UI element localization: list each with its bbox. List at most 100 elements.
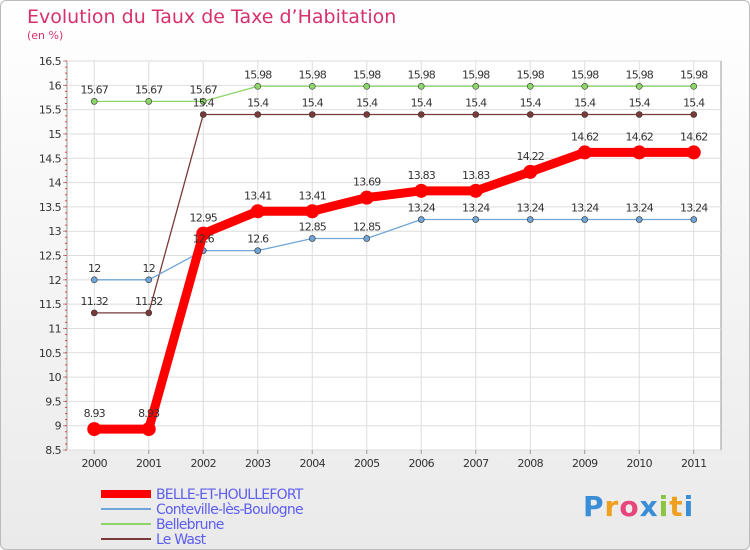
data-label: 8.93 bbox=[84, 407, 106, 420]
data-label: 13.41 bbox=[244, 189, 272, 202]
data-point bbox=[359, 190, 374, 205]
x-tick-label: 2001 bbox=[136, 457, 162, 470]
data-point bbox=[308, 235, 316, 242]
data-label: 13.41 bbox=[299, 189, 327, 202]
data-point bbox=[523, 164, 538, 179]
logo-letter: i bbox=[658, 490, 670, 523]
x-tick-label: 2000 bbox=[81, 457, 107, 470]
data-point bbox=[577, 145, 592, 160]
data-label: 14.62 bbox=[680, 130, 708, 143]
data-label: 15.4 bbox=[193, 96, 215, 109]
data-label: 15.4 bbox=[411, 96, 433, 109]
proxiti-logo: Proxiti bbox=[583, 490, 694, 523]
y-tick-label: 15 bbox=[48, 128, 61, 141]
y-tick-label: 15.5 bbox=[39, 104, 62, 117]
data-point bbox=[90, 98, 98, 105]
y-tick-label: 10 bbox=[48, 371, 61, 384]
data-label: 13.24 bbox=[571, 202, 599, 215]
y-axis-unit: (en %) bbox=[27, 29, 64, 42]
data-point bbox=[196, 226, 211, 241]
y-tick-label: 14 bbox=[48, 177, 61, 190]
data-label: 12.95 bbox=[190, 212, 218, 225]
data-label: 12.85 bbox=[353, 220, 381, 233]
data-point bbox=[632, 145, 647, 160]
data-label: 15.67 bbox=[81, 83, 109, 96]
data-label: 13.24 bbox=[626, 202, 654, 215]
data-label: 13.24 bbox=[408, 202, 436, 215]
data-label: 14.62 bbox=[626, 130, 654, 143]
data-point bbox=[363, 111, 371, 118]
data-label: 14.62 bbox=[571, 130, 599, 143]
logo-letter: P bbox=[583, 490, 605, 523]
y-tick-label: 9.5 bbox=[45, 395, 61, 408]
data-point bbox=[254, 111, 262, 118]
data-point bbox=[468, 183, 483, 198]
y-tick-label: 13.5 bbox=[39, 201, 62, 214]
data-label: 15.4 bbox=[520, 96, 542, 109]
logo-letter: t bbox=[669, 490, 684, 523]
data-label: 15.98 bbox=[571, 68, 599, 81]
data-point bbox=[581, 216, 589, 223]
data-label: 15.67 bbox=[190, 83, 218, 96]
data-point bbox=[308, 111, 316, 118]
data-label: 15.98 bbox=[353, 68, 381, 81]
legend-label-3: Le Wast bbox=[156, 532, 207, 548]
data-point bbox=[526, 216, 534, 223]
data-point bbox=[472, 111, 480, 118]
data-label: 13.83 bbox=[408, 169, 436, 182]
data-point bbox=[254, 82, 262, 90]
y-tick-label: 14.5 bbox=[39, 152, 62, 165]
data-point bbox=[690, 111, 698, 118]
data-label: 13.24 bbox=[517, 202, 545, 215]
data-label: 15.67 bbox=[135, 83, 163, 96]
series-line-3 bbox=[94, 113, 694, 314]
x-tick-label: 2004 bbox=[299, 457, 325, 470]
data-point bbox=[417, 216, 425, 223]
data-point bbox=[90, 309, 98, 317]
series-line-2 bbox=[94, 85, 694, 103]
data-point bbox=[526, 82, 534, 90]
x-tick-label: 2005 bbox=[354, 457, 380, 470]
x-tick-label: 2008 bbox=[517, 457, 543, 470]
y-tick-label: 9 bbox=[55, 420, 62, 433]
data-point bbox=[526, 111, 534, 118]
x-tick-label: 2003 bbox=[245, 457, 271, 470]
data-point bbox=[417, 82, 425, 90]
data-point bbox=[414, 183, 429, 198]
data-point bbox=[581, 111, 589, 118]
data-point bbox=[635, 111, 643, 118]
data-label: 13.24 bbox=[680, 202, 708, 215]
series-line-0 bbox=[94, 147, 694, 434]
data-label: 12.85 bbox=[299, 220, 327, 233]
data-label: 12.6 bbox=[193, 233, 215, 246]
data-label: 15.4 bbox=[356, 96, 378, 109]
x-tick-label: 2009 bbox=[572, 457, 598, 470]
y-tick-label: 10.5 bbox=[39, 347, 62, 360]
x-tick-label: 2002 bbox=[190, 457, 216, 470]
data-point bbox=[690, 82, 698, 90]
data-label: 15.4 bbox=[302, 96, 324, 109]
legend-label-0: BELLE-ET-HOULLEFORT bbox=[156, 487, 304, 503]
data-label: 15.98 bbox=[517, 68, 545, 81]
y-tick-label: 12.5 bbox=[39, 250, 62, 263]
data-label: 12.6 bbox=[247, 233, 269, 246]
data-point bbox=[199, 98, 207, 105]
x-tick-label: 2007 bbox=[463, 457, 489, 470]
data-label: 15.98 bbox=[408, 68, 436, 81]
data-label: 11.32 bbox=[81, 295, 109, 308]
data-point bbox=[581, 82, 589, 90]
logo-letter: o bbox=[619, 490, 640, 523]
data-point bbox=[308, 82, 316, 90]
data-label: 15.98 bbox=[462, 68, 490, 81]
data-point bbox=[363, 235, 371, 242]
data-label: 15.4 bbox=[247, 96, 269, 109]
data-point bbox=[635, 82, 643, 90]
data-label: 14.22 bbox=[517, 150, 545, 163]
y-tick-label: 12 bbox=[48, 274, 61, 287]
data-point bbox=[363, 82, 371, 90]
y-tick-label: 11.5 bbox=[39, 298, 62, 311]
y-tick-label: 8.5 bbox=[45, 444, 61, 457]
y-tick-label: 11 bbox=[48, 322, 61, 335]
data-label: 11.32 bbox=[135, 295, 163, 308]
